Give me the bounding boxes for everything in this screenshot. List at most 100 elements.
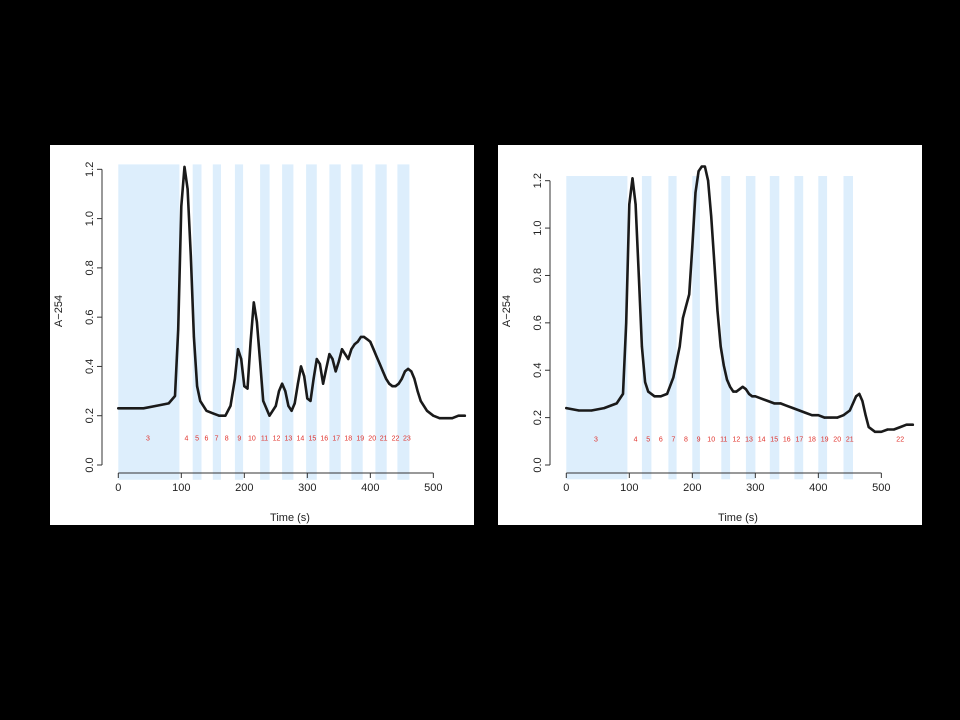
data-point <box>155 404 158 407</box>
data-point <box>785 404 788 407</box>
fraction-band-1 <box>118 164 180 480</box>
fraction-label: 3 <box>146 435 150 442</box>
fraction-label: 13 <box>745 436 753 443</box>
fraction-label: 20 <box>833 436 841 443</box>
y-tick-label: 0.6 <box>84 310 96 325</box>
data-point <box>224 414 227 417</box>
fraction-label: 12 <box>733 436 741 443</box>
fraction-label: 5 <box>646 436 650 443</box>
data-point <box>189 254 192 257</box>
data-point <box>625 321 628 324</box>
fraction-band-5 <box>721 176 731 480</box>
fraction-label: 11 <box>720 436 727 443</box>
fraction-label: 9 <box>697 436 701 443</box>
y-tick-label: 0.2 <box>532 410 544 425</box>
x-tick-label: 0 <box>115 482 121 494</box>
fraction-band-2 <box>192 164 202 480</box>
fraction-label: 13 <box>285 435 293 442</box>
data-point <box>262 399 265 402</box>
data-point <box>732 390 735 393</box>
fraction-label: 21 <box>846 436 854 443</box>
chart-right-svg: 3 4 5 6 7 8 9 10 11 12 13 14 15 16 17 18 19 20 21 22 0 100 200… <box>501 165 915 524</box>
data-point <box>177 328 180 331</box>
data-point <box>672 376 675 379</box>
data-point <box>328 353 331 356</box>
data-point <box>180 205 183 208</box>
x-tick-label: 500 <box>872 482 890 494</box>
fraction-label: 10 <box>707 436 715 443</box>
data-point <box>681 317 684 320</box>
fraction-band-3 <box>212 164 221 480</box>
data-point <box>438 417 441 420</box>
data-point <box>211 412 214 415</box>
data-point <box>707 179 710 182</box>
data-point <box>565 407 568 410</box>
data-point <box>315 357 318 361</box>
data-point <box>719 345 722 348</box>
data-point <box>362 335 366 338</box>
chart-left-svg: 3 4 5 6 7 8 9 10 11 12 13 14 15 16 17 18 19 20 21 22 23 0 100 2… <box>53 162 467 524</box>
data-point <box>296 382 299 385</box>
data-point <box>407 367 410 370</box>
fraction-label: 20 <box>368 435 376 442</box>
data-point <box>688 293 691 296</box>
data-point <box>359 335 362 338</box>
data-point <box>631 177 634 180</box>
data-point <box>640 345 643 348</box>
data-point <box>274 404 277 407</box>
data-point <box>653 395 656 398</box>
data-point <box>309 399 312 402</box>
fraction-band-6 <box>745 176 756 480</box>
data-point <box>741 385 744 388</box>
x-tick-label: 400 <box>361 482 379 494</box>
data-point <box>416 390 419 393</box>
y-axis-title: A−254 <box>53 295 65 327</box>
data-point <box>725 378 729 381</box>
y-tick-label: 1.0 <box>532 220 544 235</box>
data-point <box>205 409 208 412</box>
data-point <box>167 402 170 405</box>
data-point <box>861 399 864 403</box>
data-point <box>666 392 669 395</box>
y-tick-label: 1.2 <box>532 173 544 188</box>
chart-panel-right: 3 4 5 6 7 8 9 10 11 12 13 14 15 16 17 18 19 20 21 22 0 100 200… <box>498 145 922 525</box>
data-point <box>697 170 700 173</box>
data-point <box>350 348 353 351</box>
data-point <box>817 414 820 417</box>
data-point <box>621 392 625 395</box>
fraction-band-6 <box>282 164 294 480</box>
data-point <box>804 411 807 414</box>
data-point <box>911 423 914 426</box>
data-point <box>299 365 303 368</box>
data-point <box>255 321 258 324</box>
fraction-label: 18 <box>344 435 352 442</box>
data-point <box>259 360 262 363</box>
data-point <box>199 399 202 402</box>
data-point <box>710 215 713 218</box>
y-tick-label: 0.8 <box>532 268 544 283</box>
data-point <box>397 382 400 385</box>
data-point <box>287 404 290 407</box>
x-axis-title: Time (s) <box>718 512 758 524</box>
fraction-label: 3 <box>594 436 598 443</box>
data-point <box>590 409 593 412</box>
fraction-label: 14 <box>758 436 766 443</box>
data-point <box>233 377 236 380</box>
data-point <box>615 402 618 405</box>
fraction-label: 16 <box>320 435 328 442</box>
data-point <box>375 355 378 358</box>
data-point <box>277 390 281 393</box>
data-point <box>196 385 199 388</box>
data-point <box>229 404 232 407</box>
chart-panel-left: 3 4 5 6 7 8 9 10 11 12 13 14 15 16 17 18 19 20 21 22 23 0 100 2… <box>50 145 474 525</box>
data-point <box>634 203 637 206</box>
x-tick-label: 200 <box>683 482 701 494</box>
y-tick-label: 0.6 <box>532 315 544 330</box>
data-point <box>577 409 580 412</box>
data-point <box>284 390 287 393</box>
y-tick-label: 0.8 <box>84 260 96 275</box>
data-point <box>173 394 177 398</box>
y-tick-label: 0.4 <box>84 359 96 374</box>
data-point <box>340 348 344 351</box>
x-tick-label: 0 <box>563 482 569 494</box>
